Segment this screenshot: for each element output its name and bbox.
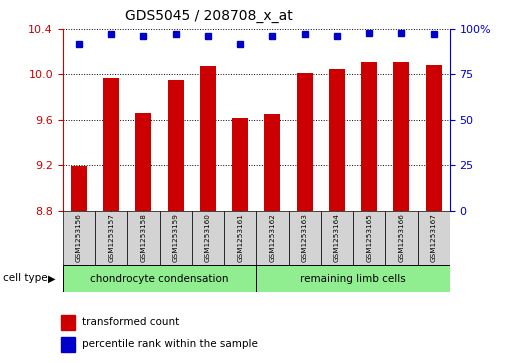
Bar — [256, 265, 450, 292]
Text: chondrocyte condensation: chondrocyte condensation — [90, 274, 229, 284]
Text: GSM1253164: GSM1253164 — [334, 213, 340, 262]
Text: GSM1253166: GSM1253166 — [399, 213, 404, 262]
Text: GSM1253157: GSM1253157 — [108, 213, 114, 262]
Text: GSM1253161: GSM1253161 — [237, 213, 243, 262]
Bar — [256, 211, 289, 265]
Text: transformed count: transformed count — [82, 317, 179, 327]
Bar — [417, 211, 450, 265]
Bar — [61, 315, 75, 330]
Bar — [232, 118, 248, 211]
Bar — [264, 114, 280, 211]
Bar — [95, 211, 127, 265]
Bar — [167, 80, 184, 211]
Text: GSM1253158: GSM1253158 — [140, 213, 146, 262]
Text: GSM1253163: GSM1253163 — [302, 213, 308, 262]
Bar — [426, 65, 442, 211]
Text: GSM1253165: GSM1253165 — [366, 213, 372, 262]
Bar — [63, 265, 256, 292]
Bar — [297, 73, 313, 211]
Bar — [127, 211, 160, 265]
Bar — [321, 211, 353, 265]
Text: GSM1253156: GSM1253156 — [76, 213, 82, 262]
Bar — [224, 211, 256, 265]
Text: cell type: cell type — [3, 273, 47, 284]
Bar — [61, 337, 75, 352]
Text: GSM1253167: GSM1253167 — [430, 213, 437, 262]
Text: GDS5045 / 208708_x_at: GDS5045 / 208708_x_at — [126, 9, 293, 23]
Bar — [289, 211, 321, 265]
Bar — [385, 211, 417, 265]
Text: GSM1253160: GSM1253160 — [205, 213, 211, 262]
Bar — [329, 69, 345, 211]
Bar — [135, 113, 152, 211]
Bar — [393, 62, 410, 211]
Text: remaining limb cells: remaining limb cells — [300, 274, 406, 284]
Bar — [192, 211, 224, 265]
Bar — [63, 211, 95, 265]
Bar — [353, 211, 385, 265]
Text: ▶: ▶ — [48, 273, 55, 284]
Text: GSM1253159: GSM1253159 — [173, 213, 179, 262]
Text: GSM1253162: GSM1253162 — [269, 213, 276, 262]
Bar — [160, 211, 192, 265]
Bar — [103, 78, 119, 211]
Bar — [71, 166, 87, 211]
Bar — [361, 62, 377, 211]
Text: percentile rank within the sample: percentile rank within the sample — [82, 339, 257, 350]
Bar — [200, 66, 216, 211]
